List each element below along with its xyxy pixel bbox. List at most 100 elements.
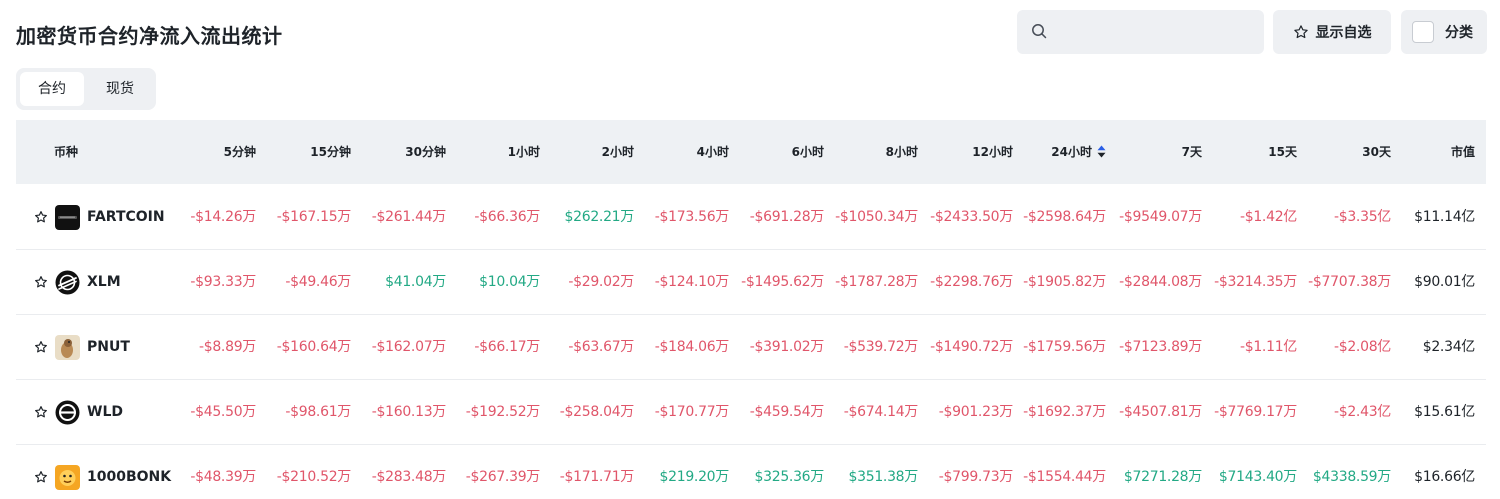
flow-value-cell: -$2298.76万 xyxy=(930,274,1013,290)
worldcoin-logo xyxy=(55,400,80,425)
coin-name: XLM xyxy=(87,274,121,290)
table-row[interactable]: FARTCOIN -$14.26万 -$167.15万 -$261.44万 -$66.3… xyxy=(16,185,1486,250)
favorite-star-icon[interactable] xyxy=(34,405,48,419)
flow-value-cell: -$2598.64万 xyxy=(1023,209,1106,225)
flow-value-cell: $7143.40万 xyxy=(1218,469,1297,485)
market-cap-cell: $15.61亿 xyxy=(1414,404,1475,420)
pnut-logo xyxy=(55,334,80,360)
market-cap-cell: $90.01亿 xyxy=(1414,274,1475,290)
flow-value-cell: -$173.56万 xyxy=(654,209,730,225)
fartcoin-logo xyxy=(55,204,80,230)
column-header-7d[interactable]: 7天 xyxy=(1181,145,1202,159)
flow-value-cell: -$1787.28万 xyxy=(835,274,918,290)
column-header-6h[interactable]: 6小时 xyxy=(791,145,824,159)
coin-cell[interactable]: WLD xyxy=(34,380,123,444)
flow-value-cell: $219.20万 xyxy=(659,469,730,485)
flow-value-cell: -$691.28万 xyxy=(749,209,825,225)
coin-name: PNUT xyxy=(87,339,130,355)
tab-futures[interactable]: 合约 xyxy=(20,72,84,106)
table-row[interactable]: PNUT -$8.89万 -$160.64万 -$162.07万 -$66.17万 -$6… xyxy=(16,315,1486,380)
show-favorites-button[interactable]: 显示自选 xyxy=(1273,10,1391,54)
column-header-24h[interactable]: 24小时 xyxy=(1051,120,1106,184)
category-checkbox[interactable] xyxy=(1412,21,1434,43)
flow-value-cell: -$2433.50万 xyxy=(930,209,1013,225)
table-row[interactable]: 1000BONK -$48.39万 -$210.52万 -$283.48万 -$267.… xyxy=(16,445,1486,499)
flow-value-cell: -$7123.89万 xyxy=(1119,339,1202,355)
coin-name: WLD xyxy=(87,404,123,420)
flow-value-cell: -$267.39万 xyxy=(465,469,541,485)
flow-value-cell: -$170.77万 xyxy=(654,404,730,420)
table-row[interactable]: WLD -$45.50万 -$98.61万 -$160.13万 -$192.52万 -$2… xyxy=(16,380,1486,445)
flow-value-cell: -$2844.08万 xyxy=(1119,274,1202,290)
search-box[interactable] xyxy=(1017,10,1264,54)
column-header-market-cap[interactable]: 市值 xyxy=(1450,145,1475,159)
category-label: 分类 xyxy=(1445,25,1473,41)
flow-value-cell: -$167.15万 xyxy=(276,209,352,225)
flow-value-cell: -$45.50万 xyxy=(190,404,256,420)
stellar-logo xyxy=(55,270,80,295)
flow-value-cell: -$1490.72万 xyxy=(930,339,1013,355)
show-favorites-label: 显示自选 xyxy=(1315,25,1372,41)
flow-value-cell: -$3214.35万 xyxy=(1214,274,1297,290)
page-title: 加密货币合约净流入流出统计 xyxy=(16,24,283,48)
search-icon xyxy=(1032,24,1047,39)
column-header-5m[interactable]: 5分钟 xyxy=(223,145,256,159)
sort-icon xyxy=(1097,145,1106,157)
column-header-8h[interactable]: 8小时 xyxy=(885,145,918,159)
flow-value-cell: -$1692.37万 xyxy=(1023,404,1106,420)
search-input[interactable] xyxy=(1061,18,1251,46)
flow-value-cell: -$160.13万 xyxy=(371,404,447,420)
column-header-15d[interactable]: 15天 xyxy=(1268,145,1297,159)
flow-value-cell: -$391.02万 xyxy=(749,339,825,355)
flow-value-cell: -$2.43亿 xyxy=(1333,404,1391,420)
flow-value-cell: -$210.52万 xyxy=(276,469,352,485)
flow-value-cell: -$184.06万 xyxy=(654,339,730,355)
column-header-12h[interactable]: 12小时 xyxy=(972,145,1013,159)
favorite-star-icon[interactable] xyxy=(34,470,48,484)
coin-cell[interactable]: 1000BONK xyxy=(34,445,171,499)
market-cap-cell: $16.66亿 xyxy=(1414,469,1475,485)
flow-value-cell: -$29.02万 xyxy=(568,274,634,290)
column-header-1h[interactable]: 1小时 xyxy=(507,145,540,159)
flow-value-cell: -$63.67万 xyxy=(568,339,634,355)
column-header-30d[interactable]: 30天 xyxy=(1362,145,1391,159)
column-header-4h[interactable]: 4小时 xyxy=(696,145,729,159)
favorite-star-icon[interactable] xyxy=(34,340,48,354)
tab-spot[interactable]: 现货 xyxy=(106,81,134,97)
flow-value-cell: -$93.33万 xyxy=(190,274,256,290)
star-outline-icon xyxy=(1293,25,1308,39)
flow-value-cell: $262.21万 xyxy=(564,209,635,225)
market-cap-cell: $2.34亿 xyxy=(1422,339,1476,355)
column-header-coin[interactable]: 币种 xyxy=(54,145,79,159)
flow-value-cell: $10.04万 xyxy=(479,274,540,290)
flow-value-cell: $351.38万 xyxy=(848,469,919,485)
flow-value-cell: -$1495.62万 xyxy=(741,274,824,290)
flow-value-cell: -$14.26万 xyxy=(190,209,256,225)
flow-value-cell: -$9549.07万 xyxy=(1119,209,1202,225)
table-row[interactable]: XLM -$93.33万 -$49.46万 $41.04万 $10.04万 -$29.02… xyxy=(16,250,1486,315)
flow-value-cell: -$1905.82万 xyxy=(1023,274,1106,290)
coin-cell[interactable]: PNUT xyxy=(34,315,130,379)
column-header-15m[interactable]: 15分钟 xyxy=(310,145,351,159)
flow-value-cell: -$49.46万 xyxy=(285,274,351,290)
flow-value-cell: -$1554.44万 xyxy=(1023,469,1106,485)
flow-value-cell: -$3.35亿 xyxy=(1333,209,1391,225)
flow-value-cell: -$261.44万 xyxy=(371,209,447,225)
flow-value-cell: $325.36万 xyxy=(754,469,825,485)
flow-value-cell: -$2.08亿 xyxy=(1333,339,1391,355)
flow-value-cell: -$1759.56万 xyxy=(1023,339,1106,355)
flow-value-cell: -$66.36万 xyxy=(474,209,540,225)
coin-cell[interactable]: FARTCOIN xyxy=(34,185,165,249)
favorite-star-icon[interactable] xyxy=(34,275,48,289)
flow-value-cell: -$674.14万 xyxy=(843,404,919,420)
category-toggle[interactable]: 分类 xyxy=(1401,10,1487,54)
column-header-2h[interactable]: 2小时 xyxy=(601,145,634,159)
coin-cell[interactable]: XLM xyxy=(34,250,121,314)
flow-value-cell: -$7769.17万 xyxy=(1214,404,1297,420)
favorite-star-icon[interactable] xyxy=(34,210,48,224)
flow-value-cell: -$160.64万 xyxy=(276,339,352,355)
flow-value-cell: -$283.48万 xyxy=(371,469,447,485)
coin-name: FARTCOIN xyxy=(87,209,165,225)
market-cap-cell: $11.14亿 xyxy=(1414,209,1475,225)
column-header-30m[interactable]: 30分钟 xyxy=(405,145,446,159)
